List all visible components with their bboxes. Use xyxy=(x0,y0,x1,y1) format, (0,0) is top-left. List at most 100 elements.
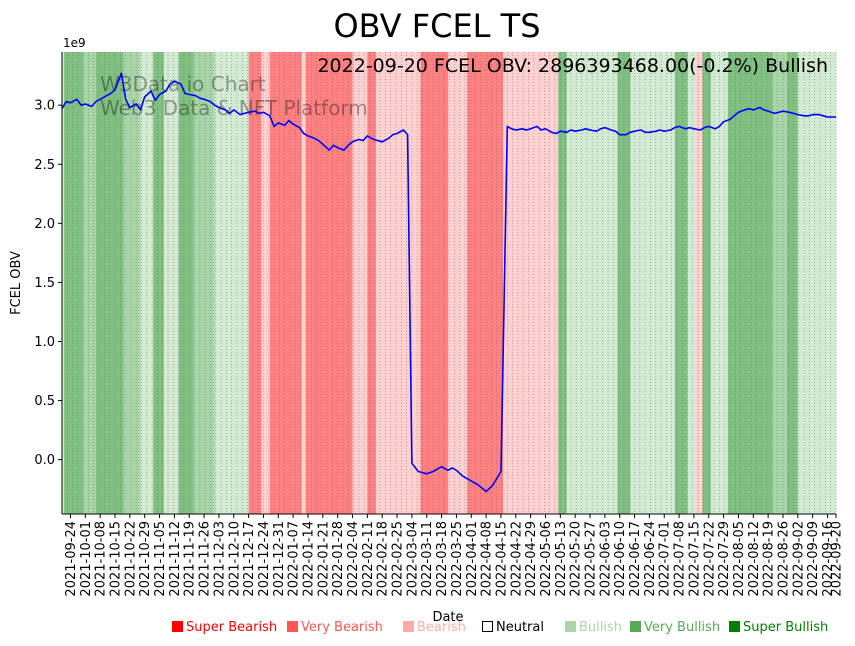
legend-label: Neutral xyxy=(496,620,544,635)
legend-swatch xyxy=(482,621,493,632)
watermark-text: Web3 Data & NFT Platform xyxy=(100,96,368,120)
x-tick-label: 2021-12-17 xyxy=(242,521,257,597)
x-tick-label: 2022-08-12 xyxy=(747,521,762,597)
sentiment-band xyxy=(674,52,688,514)
sentiment-band xyxy=(153,52,165,514)
x-tick-label: 2021-10-15 xyxy=(109,521,124,597)
x-axis-label: Date xyxy=(432,610,463,625)
sentiment-band xyxy=(702,52,712,514)
x-tick-label: 2021-10-22 xyxy=(123,521,138,597)
y-axis-label: FCEL OBV xyxy=(9,251,24,315)
sentiment-legend: Super Bearish Very Bearish Bearish Neutral B… xyxy=(0,620,855,640)
x-tick-label: 2022-01-28 xyxy=(331,521,346,597)
x-tick-label: 2022-06-24 xyxy=(643,521,658,597)
y-tick-label: 1.0 xyxy=(34,335,55,350)
legend-item: Bearish xyxy=(403,620,466,635)
x-tick-label: 2022-06-03 xyxy=(598,521,613,597)
x-tick-label: 2022-08-19 xyxy=(762,521,777,597)
sentiment-band xyxy=(123,52,141,514)
x-tick-label: 2022-02-18 xyxy=(376,521,391,597)
sentiment-band xyxy=(727,52,773,514)
y-tick-label: 1.5 xyxy=(34,276,55,291)
sentiment-band xyxy=(163,52,179,514)
legend-swatch xyxy=(403,621,414,632)
legend-label: Very Bearish xyxy=(301,620,383,635)
x-tick-label: 2022-05-13 xyxy=(554,521,569,597)
x-tick-label: 2022-09-20 xyxy=(830,521,845,597)
watermark-text: W3Data.io Chart xyxy=(100,72,266,96)
x-tick-label: 2021-11-05 xyxy=(153,521,168,597)
obv-line xyxy=(61,72,836,493)
x-tick-label: 2022-01-14 xyxy=(302,521,317,597)
legend-item: Bullish xyxy=(565,620,622,635)
x-tick-label: 2021-11-26 xyxy=(198,521,213,597)
sentiment-band xyxy=(62,52,65,514)
sentiment-band xyxy=(261,52,271,514)
y-tick-label: 2.0 xyxy=(34,217,55,232)
sentiment-band xyxy=(367,52,377,514)
x-tick-label: 2022-03-25 xyxy=(450,521,465,597)
x-tick-label: 2021-09-24 xyxy=(64,521,79,597)
x-tick-label: 2022-06-10 xyxy=(613,521,628,597)
x-tick-label: 2022-04-08 xyxy=(480,521,495,597)
x-tick-label: 2021-10-01 xyxy=(79,521,94,597)
x-tick-label: 2022-02-25 xyxy=(391,521,406,597)
chart-title: OBV FCEL TS xyxy=(333,7,540,45)
sentiment-band xyxy=(420,52,449,514)
x-tick-label: 2022-03-18 xyxy=(435,521,450,597)
x-tick-label: 2022-02-04 xyxy=(346,521,361,597)
legend-label: Super Bearish xyxy=(186,620,278,635)
legend-swatch xyxy=(287,621,298,632)
y-axis-ticks: 0.0 0.5 1.0 1.5 2.0 2.5 3.0 xyxy=(34,99,62,468)
legend-label: Super Bullish xyxy=(743,620,829,635)
sentiment-band xyxy=(352,52,368,514)
sentiment-band xyxy=(178,52,194,514)
y-multiplier-label: 1e9 xyxy=(63,36,86,50)
x-tick-label: 2022-07-08 xyxy=(673,521,688,597)
sentiment-band xyxy=(269,52,302,514)
x-tick-label: 2021-12-24 xyxy=(257,521,272,597)
x-tick-label: 2022-07-22 xyxy=(702,521,717,597)
axes xyxy=(61,52,836,515)
sentiment-band xyxy=(687,52,697,514)
x-tick-label: 2022-03-04 xyxy=(405,521,420,597)
x-tick-label: 2022-01-07 xyxy=(287,521,302,597)
x-tick-label: 2021-12-31 xyxy=(272,521,287,597)
x-tick-label: 2022-09-02 xyxy=(791,521,806,597)
x-tick-label: 2022-08-26 xyxy=(777,521,792,597)
sentiment-band xyxy=(193,52,215,514)
sentiment-band xyxy=(248,52,262,514)
legend-item: Very Bearish xyxy=(287,620,383,635)
x-tick-label: 2022-05-06 xyxy=(539,521,554,597)
legend-item: Neutral xyxy=(482,620,544,635)
vertical-grid xyxy=(61,52,837,514)
legend-swatch xyxy=(565,621,576,632)
latest-value-annotation: 2022-09-20 FCEL OBV: 2896393468.00(-0.2%… xyxy=(317,55,828,77)
y-tick-label: 0.5 xyxy=(34,394,55,409)
x-tick-label: 2022-01-21 xyxy=(316,521,331,597)
x-tick-label: 2022-09-09 xyxy=(806,521,821,597)
x-tick-label: 2021-11-19 xyxy=(183,521,198,597)
x-tick-label: 2022-05-20 xyxy=(569,521,584,597)
legend-swatch xyxy=(172,621,183,632)
x-tick-label: 2022-06-17 xyxy=(628,521,643,597)
x-tick-label: 2022-04-01 xyxy=(465,521,480,597)
x-tick-label: 2022-07-29 xyxy=(717,521,732,597)
legend-item: Very Bullish xyxy=(630,620,720,635)
legend-item: Super Bullish xyxy=(729,620,828,635)
legend-label: Bullish xyxy=(579,620,623,635)
x-tick-label: 2022-02-11 xyxy=(361,521,376,597)
obv-series xyxy=(61,72,836,493)
legend-swatch xyxy=(729,621,740,632)
sentiment-band xyxy=(630,52,676,514)
legend-item: Super Bearish xyxy=(172,620,277,635)
sentiment-band xyxy=(447,52,468,514)
x-tick-label: 2021-10-08 xyxy=(94,521,109,597)
sentiment-band xyxy=(503,52,559,514)
x-tick-label: 2021-12-03 xyxy=(212,521,227,597)
sentiment-band xyxy=(558,52,567,514)
sentiment-band xyxy=(301,52,307,514)
y-tick-label: 0.0 xyxy=(34,453,55,468)
sentiment-band xyxy=(787,52,799,514)
